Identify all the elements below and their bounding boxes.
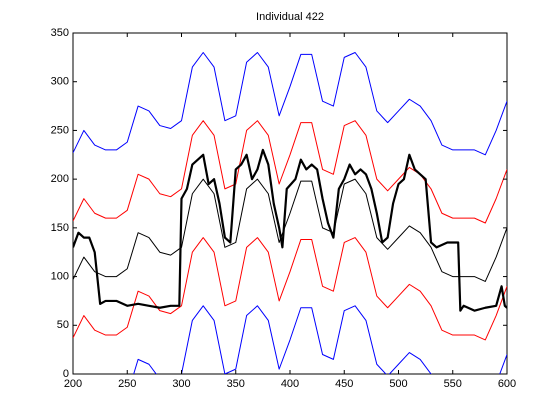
y-tick-label: 150 <box>51 222 69 234</box>
x-tick-label: 350 <box>227 378 245 390</box>
x-tick-label: 450 <box>335 378 353 390</box>
x-tick-label: 250 <box>118 378 136 390</box>
series-line <box>73 51 507 156</box>
series-line <box>133 305 507 374</box>
x-tick-label: 400 <box>281 378 299 390</box>
y-tick-label: 300 <box>51 76 69 88</box>
series-line <box>73 237 507 341</box>
series-line <box>73 120 507 224</box>
x-tick-label: 300 <box>172 378 190 390</box>
y-tick-label: 0 <box>63 368 69 380</box>
chart-title: Individual 422 <box>256 11 324 23</box>
x-tick-label: 550 <box>444 378 462 390</box>
plot-frame <box>72 32 508 375</box>
series-line <box>73 178 507 282</box>
y-tick-label: 350 <box>51 27 69 39</box>
y-tick-label: 200 <box>51 173 69 185</box>
y-tick-label: 100 <box>51 270 69 282</box>
series-line <box>73 148 507 312</box>
plot-area <box>73 51 507 374</box>
y-tick-label: 50 <box>57 319 69 331</box>
x-tick-label: 500 <box>389 378 407 390</box>
x-tick-label: 200 <box>64 378 82 390</box>
y-tick-label: 250 <box>51 124 69 136</box>
x-tick-label: 600 <box>498 378 516 390</box>
